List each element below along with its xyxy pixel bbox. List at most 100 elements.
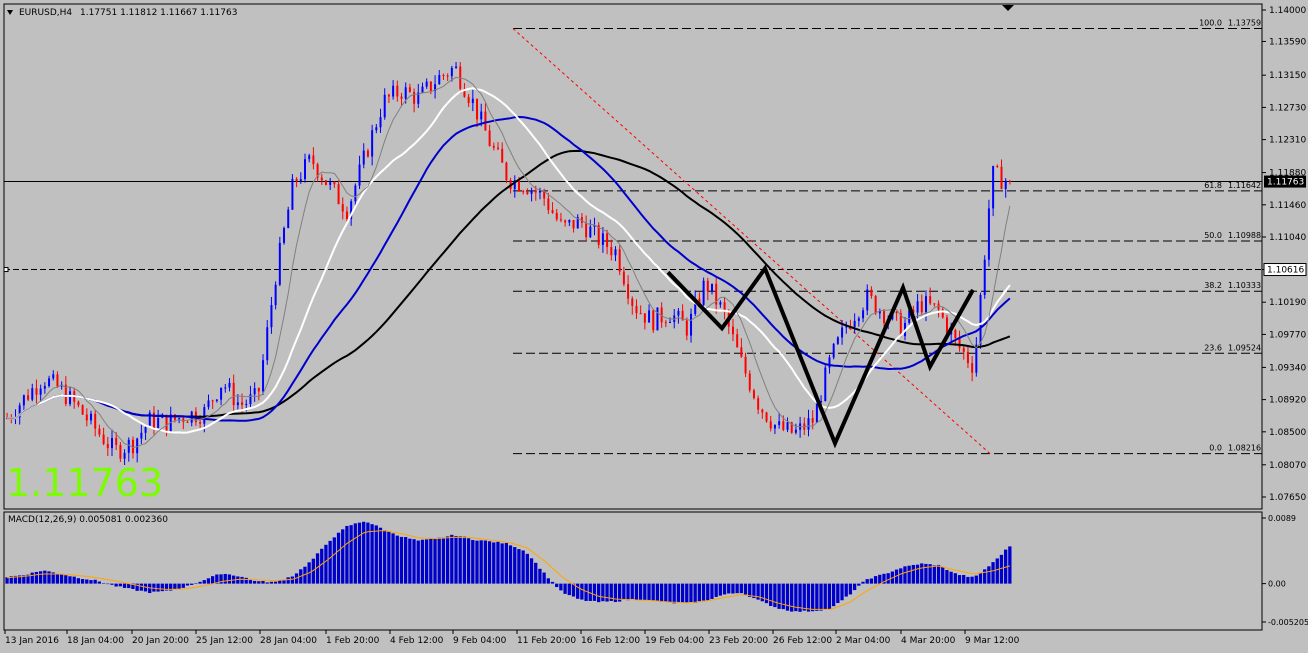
macd-histogram-bar	[743, 583, 748, 595]
candle-body	[249, 394, 252, 405]
candle-body	[90, 413, 93, 421]
y-tick-label: 1.08920	[1269, 396, 1306, 406]
candle-body	[102, 434, 105, 444]
macd-signal-line	[7, 530, 1011, 610]
x-tick-label: 23 Feb 20:00	[709, 636, 768, 646]
macd-histogram-bar	[865, 579, 869, 584]
candle-body	[186, 421, 189, 423]
macd-histogram-bar	[479, 540, 483, 584]
candle-body	[396, 85, 399, 97]
macd-histogram-bar	[391, 533, 395, 584]
macd-tick-label: -0.005205	[1268, 618, 1308, 627]
candle-body	[471, 98, 474, 104]
candle-body	[22, 395, 25, 406]
candle-body	[362, 150, 365, 165]
macd-histogram-bar	[622, 583, 626, 600]
pattern-zigzag[interactable]	[666, 264, 975, 449]
macd-histogram-bar	[915, 564, 920, 584]
candle-body	[874, 296, 877, 314]
candle-body	[828, 357, 831, 368]
macd-histogram-bar	[97, 581, 102, 584]
macd-histogram-bar	[706, 583, 710, 601]
candle-body	[916, 301, 919, 313]
macd-histogram-bar	[257, 581, 261, 584]
key-level-handle[interactable]	[3, 267, 9, 273]
candle-body	[115, 437, 118, 445]
chart-shift-marker-icon[interactable]	[1002, 5, 1014, 11]
candle-body	[236, 402, 239, 406]
macd-histogram-bar	[592, 583, 597, 601]
dropdown-triangle-icon[interactable]	[7, 10, 13, 15]
candle-body	[43, 386, 46, 389]
macd-histogram-bar	[676, 583, 681, 603]
candle-body	[622, 271, 625, 285]
macd-histogram-bar	[366, 522, 370, 584]
candle-body	[966, 351, 969, 364]
candle-body	[992, 166, 995, 209]
candle-body	[1004, 180, 1007, 189]
x-tick-label: 18 Jan 04:00	[67, 636, 124, 646]
candle-body	[669, 322, 672, 324]
candle-body	[761, 409, 764, 413]
x-tick-label: 26 Feb 12:00	[773, 636, 832, 646]
macd-histogram-bar	[773, 583, 777, 608]
candle-body	[463, 88, 466, 97]
macd-histogram-bar	[433, 538, 437, 584]
candle-body	[752, 390, 755, 399]
macd-histogram-bar	[794, 583, 798, 612]
candle-body	[455, 66, 458, 68]
macd-histogram-bar	[664, 583, 668, 602]
macd-histogram-bar	[445, 536, 450, 584]
macd-histogram-bar	[156, 583, 160, 592]
macd-histogram-bar	[215, 574, 219, 584]
candle-body	[706, 280, 709, 292]
macd-histogram-bar	[693, 583, 697, 603]
candle-body	[501, 148, 504, 163]
macd-histogram-bar	[475, 540, 479, 584]
candle-body	[182, 418, 185, 422]
macd-histogram-bar	[341, 529, 345, 584]
macd-histogram-bar	[492, 542, 496, 584]
candle-body	[98, 428, 101, 435]
candle-body	[883, 311, 886, 324]
macd-histogram-bar	[563, 583, 567, 594]
macd-histogram-bar	[571, 583, 576, 597]
macd-histogram-bar	[848, 583, 853, 595]
candle-body	[81, 405, 84, 415]
candle-body	[648, 310, 651, 323]
macd-histogram-bar	[525, 553, 529, 584]
candle-body	[945, 317, 948, 335]
candle-body	[685, 320, 688, 336]
macd-histogram-bar	[588, 583, 592, 601]
macd-histogram-bar	[873, 576, 878, 584]
fib-trendline[interactable]	[512, 28, 991, 454]
candle-body	[52, 374, 55, 379]
macd-histogram-bar	[496, 541, 500, 584]
candle-body	[987, 208, 990, 260]
macd-histogram-bar	[634, 583, 639, 600]
candle-body	[526, 191, 529, 194]
candle-body	[513, 180, 516, 189]
candle-body	[329, 182, 332, 185]
macd-histogram-bar	[450, 534, 454, 584]
candle-body	[152, 412, 155, 429]
candle-body	[371, 130, 374, 157]
fib-level-percent: 23.6	[1204, 343, 1222, 352]
price-pane[interactable]: 1.14000 1.13590 1.13150 1.12730 1.12310 1.118…	[3, 6, 1307, 503]
moving-average-blue	[7, 115, 1011, 422]
candle-body	[497, 147, 500, 149]
candle-body	[434, 84, 437, 91]
macd-histogram-bar	[983, 569, 987, 584]
candle-body	[723, 302, 726, 312]
macd-pane[interactable]: 0.0089 0.00 -0.005205 13 Jan 2016 18 Jan 04:…	[4, 514, 1308, 646]
macd-histogram-bar	[395, 535, 399, 584]
y-tick-label: 1.09340	[1269, 363, 1306, 373]
macd-histogram-bar	[399, 536, 404, 584]
candle-body	[450, 67, 453, 77]
macd-histogram-bar	[420, 539, 425, 584]
macd-histogram-bar	[349, 525, 353, 584]
macd-histogram-bar	[34, 571, 39, 584]
macd-histogram-bar	[597, 583, 601, 603]
candle-body	[69, 391, 72, 405]
